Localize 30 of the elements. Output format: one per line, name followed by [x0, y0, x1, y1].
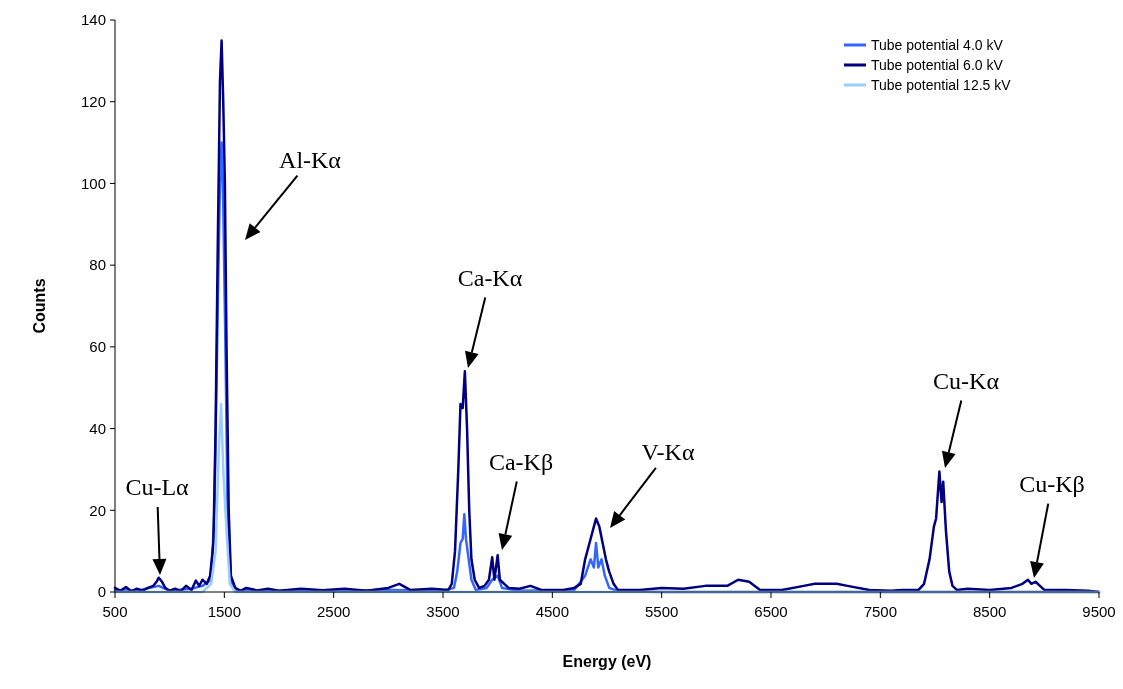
y-tick-label: 120	[80, 92, 106, 110]
y-axis-title: Counts	[31, 278, 48, 334]
annotation: Ca-Kα	[457, 265, 523, 292]
x-tick-label: 7500	[863, 603, 898, 620]
annotation: Cu-Lα	[125, 474, 190, 501]
y-tick-label: 20	[89, 501, 106, 519]
legend-label: Tube potential 6.0 kV	[871, 56, 1004, 73]
y-tick-label: 60	[89, 338, 106, 356]
x-tick-label: 3500	[426, 603, 460, 620]
y-tick-label: 100	[80, 174, 106, 192]
x-tick-label: 6500	[754, 603, 788, 620]
legend-label: Tube potential 12.5 kV	[871, 76, 1012, 93]
x-tick-label: 500	[102, 603, 128, 620]
legend-label: Tube potential 4.0 kV	[871, 36, 1004, 53]
y-tick-label: 140	[80, 11, 106, 29]
x-tick-label: 8500	[972, 603, 1007, 620]
annotation: Ca-Kβ	[488, 449, 554, 476]
x-tick-label: 4500	[535, 603, 570, 620]
x-tick-label: 2500	[316, 603, 351, 620]
x-tick-label: 5500	[644, 603, 679, 620]
y-tick-label: 40	[89, 419, 106, 437]
annotation: Cu-Kα	[933, 368, 1000, 395]
x-axis-title: Energy (eV)	[562, 653, 652, 670]
y-tick-label: 0	[97, 583, 106, 601]
y-tick-label: 80	[89, 256, 106, 274]
annotation: Cu-Kβ	[1019, 471, 1085, 498]
x-tick-label: 1500	[207, 603, 242, 620]
annotation: Al-Kα	[279, 147, 342, 174]
x-tick-label: 9500	[1082, 603, 1116, 620]
annotation: V-Kα	[641, 439, 695, 466]
